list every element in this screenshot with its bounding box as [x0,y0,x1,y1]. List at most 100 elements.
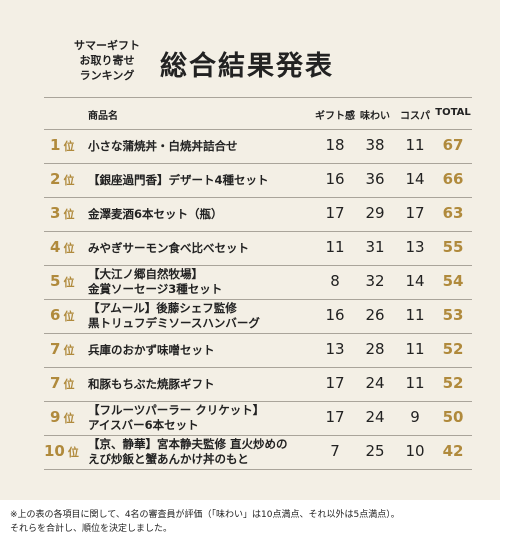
subtitle: サマーギフト お取り寄せ ランキング [62,38,152,83]
product-name: 兵庫のおかず味噌セット [88,343,215,358]
subtitle-line: ランキング [79,69,135,82]
score: 17 [325,374,345,392]
score: 17 [325,408,345,426]
rule [44,163,472,164]
total: 52 [442,374,464,392]
subtitle-line: お取り寄せ [79,54,135,67]
name-line: 兵庫のおかず味噌セット [88,342,215,357]
total: 42 [442,442,464,460]
name-line: 和豚もちぶた焼豚ギフト [88,376,215,391]
rank-number: 7 [50,340,61,358]
score: 13 [325,340,345,358]
total: 52 [442,340,464,358]
score: 28 [365,340,385,358]
column-header: コスパ [400,111,430,122]
score: 24 [365,374,385,392]
rule [44,231,472,232]
product-name: 小さな蒲焼丼・白焼丼詰合せ [88,139,238,154]
score: 36 [365,170,385,188]
rank-unit: 位 [67,446,79,459]
column-header: 味わい [360,111,390,122]
rule [44,333,472,334]
column-header: TOTAL [435,107,471,118]
product-name: 【銀座過門香】デザート4種セット [88,173,269,188]
name-line: 金澤麦酒6本セット（瓶） [88,206,223,221]
score: 16 [325,306,345,324]
panel [0,0,500,500]
score: 29 [365,204,385,222]
score: 8 [330,272,340,290]
name-line: 【大江ノ郷自然牧場】 [88,267,203,281]
subtitle-line: サマーギフト [74,39,140,52]
rank-unit: 位 [63,310,75,323]
rule [44,129,472,130]
score: 31 [365,238,385,256]
rank-unit: 位 [63,344,75,357]
total: 53 [442,306,464,324]
product-name: 和豚もちぶた焼豚ギフト [88,377,215,392]
rank-number: 4 [50,238,61,256]
product-name: 【フルーツパーラー クリケット】 アイスバー6本セット [88,403,264,433]
total: 67 [442,136,464,154]
name-line: みやぎサーモン食べ比べセット [88,240,249,255]
score: 38 [365,136,385,154]
rank-unit: 位 [63,378,75,391]
total: 55 [442,238,464,256]
footnote-line: それらを合計し、順位を決定しました。 [10,524,173,534]
footnote-line: ※上の表の各項目に関して、4名の審査員が評価（「味わい」は10点満点、それ以外は… [10,510,400,520]
rank-number: 6 [50,306,61,324]
name-line: 【銀座過門香】デザート4種セット [88,172,269,187]
rank-number: 7 [50,374,61,392]
score: 11 [405,340,425,358]
total: 63 [442,204,464,222]
score: 25 [365,442,385,460]
total: 54 [442,272,464,290]
score: 26 [365,306,385,324]
name-line: 黒トリュフデミソースハンバーグ [88,316,260,330]
rule [44,265,472,266]
score: 11 [405,136,425,154]
product-name: 金澤麦酒6本セット（瓶） [88,207,223,222]
score: 14 [405,272,425,290]
rule [44,97,472,98]
score: 17 [325,204,345,222]
rank-unit: 位 [63,208,75,221]
total: 66 [442,170,464,188]
name-line: アイスバー6本セット [88,418,199,432]
column-header: 商品名 [88,111,118,122]
name-line: 【フルーツパーラー クリケット】 [88,403,265,417]
score: 24 [365,408,385,426]
rank-unit: 位 [63,242,75,255]
rank-number: 5 [50,272,61,290]
name-line: 【アムール】後藤シェフ監修 [88,301,237,315]
product-name: 【京、静華】宮本静夫監修 直火炒めの えび炒飯と蟹あんかけ丼のもと [88,437,288,467]
score: 11 [405,306,425,324]
rank-number: 3 [50,204,61,222]
rank-number: 1 [50,136,61,154]
rule [44,197,472,198]
product-name: 【大江ノ郷自然牧場】 金賞ソーセージ3種セット [88,267,222,297]
rank-unit: 位 [63,140,75,153]
rule [44,299,472,300]
rank-number: 10 [44,442,65,460]
footnote: ※上の表の各項目に関して、4名の審査員が評価（「味わい」は10点満点、それ以外は… [10,508,400,536]
column-header: ギフト感 [315,111,355,122]
name-line: 【京、静華】宮本静夫監修 直火炒めの [88,437,288,451]
rank-unit: 位 [63,412,75,425]
rank-number: 2 [50,170,61,188]
score: 7 [330,442,340,460]
name-line: えび炒飯と蟹あんかけ丼のもと [88,452,249,466]
rule [44,435,472,436]
score: 11 [325,238,345,256]
name-line: 小さな蒲焼丼・白焼丼詰合せ [88,138,238,153]
